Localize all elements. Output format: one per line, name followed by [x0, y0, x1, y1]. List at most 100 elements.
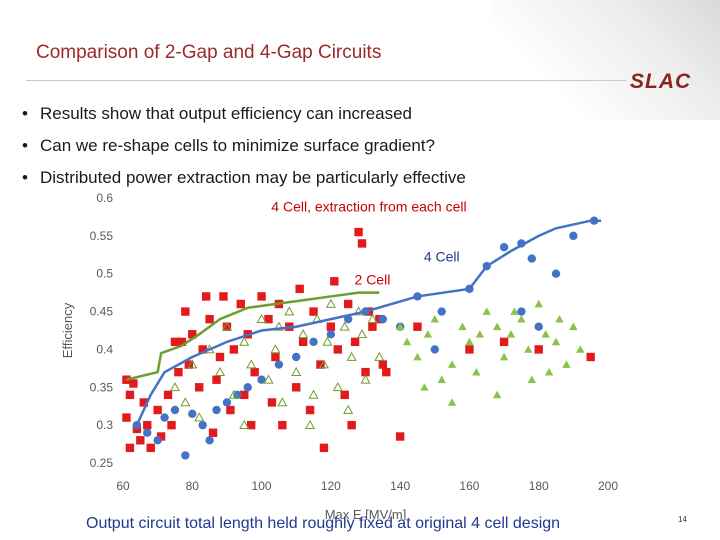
bullet-dot: •: [22, 104, 28, 123]
data-point-circle: [257, 375, 266, 384]
bullet-text: Results show that output efficiency can …: [40, 104, 413, 123]
data-point-square: [236, 299, 245, 309]
data-point-triangle: [423, 330, 433, 338]
data-point-square: [184, 360, 194, 369]
bullet-item: • Can we re-shape cells to minimize surfa…: [22, 130, 466, 162]
data-point-square: [181, 307, 190, 316]
data-point-circle: [222, 398, 232, 407]
bullet-text: Distributed power extraction may be part…: [40, 168, 466, 187]
data-point-triangle: [506, 330, 516, 338]
y-tick-label: 0.5: [96, 267, 113, 281]
data-point-circle: [181, 451, 190, 460]
data-point-square: [534, 345, 543, 354]
data-point-triangle: [499, 352, 509, 361]
data-point-triangle: [541, 330, 550, 338]
data-point-square: [354, 227, 363, 237]
data-point-circle: [243, 383, 252, 392]
data-point-square: [340, 390, 349, 400]
chart-marks: [122, 216, 602, 460]
x-tick-label: 200: [598, 479, 618, 493]
data-point-triangle: [510, 307, 519, 315]
title-divider: [26, 80, 626, 81]
data-point-square: [309, 307, 318, 316]
data-point-triangle-open: [221, 321, 232, 331]
data-point-triangle-open: [343, 404, 354, 414]
data-point-square: [201, 292, 211, 301]
data-point-circle: [153, 436, 162, 445]
data-point-square: [333, 345, 342, 354]
data-point-triangle: [395, 322, 405, 331]
data-point-square: [208, 428, 218, 437]
data-point-triangle-open: [325, 298, 336, 308]
data-point-triangle: [562, 360, 571, 368]
data-point-circle: [274, 360, 284, 369]
corner-decoration: [490, 0, 720, 120]
data-point-triangle-open: [318, 359, 329, 369]
data-point-triangle-open: [169, 382, 181, 392]
data-point-square: [125, 443, 135, 453]
data-point-triangle-open: [322, 336, 333, 346]
chart-axes: 0.25 0.3 0.35 0.4 0.45 0.5 0.55 0.6 60 80 100 120 14…: [60, 191, 618, 520]
data-point-triangle: [544, 367, 554, 376]
data-point-square: [257, 292, 266, 301]
data-point-square: [222, 322, 232, 331]
y-tick-label: 0.6: [96, 191, 113, 205]
data-point-triangle-open: [256, 313, 267, 324]
chart-annotation: 4 Cell, extraction from each cell: [271, 199, 466, 215]
data-point-square: [465, 345, 474, 354]
data-point-triangle: [475, 330, 485, 338]
data-point-square: [246, 420, 256, 430]
y-axis-label: Efficiency: [60, 302, 75, 358]
data-point-square: [205, 314, 214, 324]
efficiency-chart: 0.25 0.3 0.35 0.4 0.45 0.5 0.55 0.6 60 80 100 120 14…: [60, 191, 618, 520]
data-point-circle: [551, 269, 561, 278]
chart-labels: 4 Cell, extraction from each cell 4 Cell 2…: [271, 199, 466, 288]
y-tick-label: 0.55: [90, 229, 114, 243]
data-point-triangle: [447, 398, 457, 406]
data-point-square: [174, 367, 183, 377]
data-point-circle: [326, 330, 336, 339]
data-point-square: [586, 352, 595, 362]
data-point-square: [298, 337, 308, 347]
data-point-square: [378, 360, 388, 369]
bullet-dot: •: [22, 136, 28, 155]
data-point-circle: [292, 352, 301, 362]
data-point-triangle-open: [353, 306, 364, 316]
data-point-triangle-open: [194, 412, 205, 422]
data-point-triangle-open: [187, 359, 198, 369]
data-point-triangle: [437, 375, 446, 384]
x-tick-label: 180: [529, 479, 549, 493]
chart-annotation: 2 Cell: [355, 271, 391, 287]
x-axis-label: Max E [MV/m]: [325, 507, 407, 520]
y-tick-label: 0.3: [96, 418, 113, 432]
data-point-square: [122, 375, 131, 384]
data-point-triangle: [527, 375, 536, 384]
bullet-item: • Results show that output efficiency can…: [22, 98, 466, 130]
data-point-square: [295, 284, 304, 294]
data-point-triangle: [472, 367, 481, 376]
data-point-triangle: [465, 337, 474, 346]
data-point-triangle-open: [214, 366, 226, 377]
data-point-triangle-open: [356, 329, 368, 339]
data-point-square: [170, 337, 180, 347]
bullet-text: Can we re-shape cells to minimize surfac…: [40, 136, 435, 155]
data-point-square: [347, 420, 356, 430]
data-point-triangle-open: [360, 374, 371, 384]
data-point-square: [368, 322, 377, 331]
data-point-square: [136, 436, 145, 445]
data-point-square: [264, 314, 273, 324]
data-point-square: [271, 352, 280, 362]
data-point-triangle: [551, 337, 561, 346]
bullet-dot: •: [22, 168, 28, 187]
data-point-square: [153, 405, 162, 415]
data-point-circle: [212, 405, 221, 415]
data-point-triangle: [458, 322, 467, 331]
data-point-triangle: [420, 383, 429, 391]
chart-annotation: 4 Cell: [424, 249, 460, 265]
data-point-square: [350, 337, 360, 347]
data-point-square: [330, 277, 339, 286]
y-tick-label: 0.35: [90, 380, 114, 394]
data-point-triangle: [447, 360, 457, 368]
data-point-circle: [437, 307, 446, 316]
data-point-triangle-open: [284, 306, 295, 316]
